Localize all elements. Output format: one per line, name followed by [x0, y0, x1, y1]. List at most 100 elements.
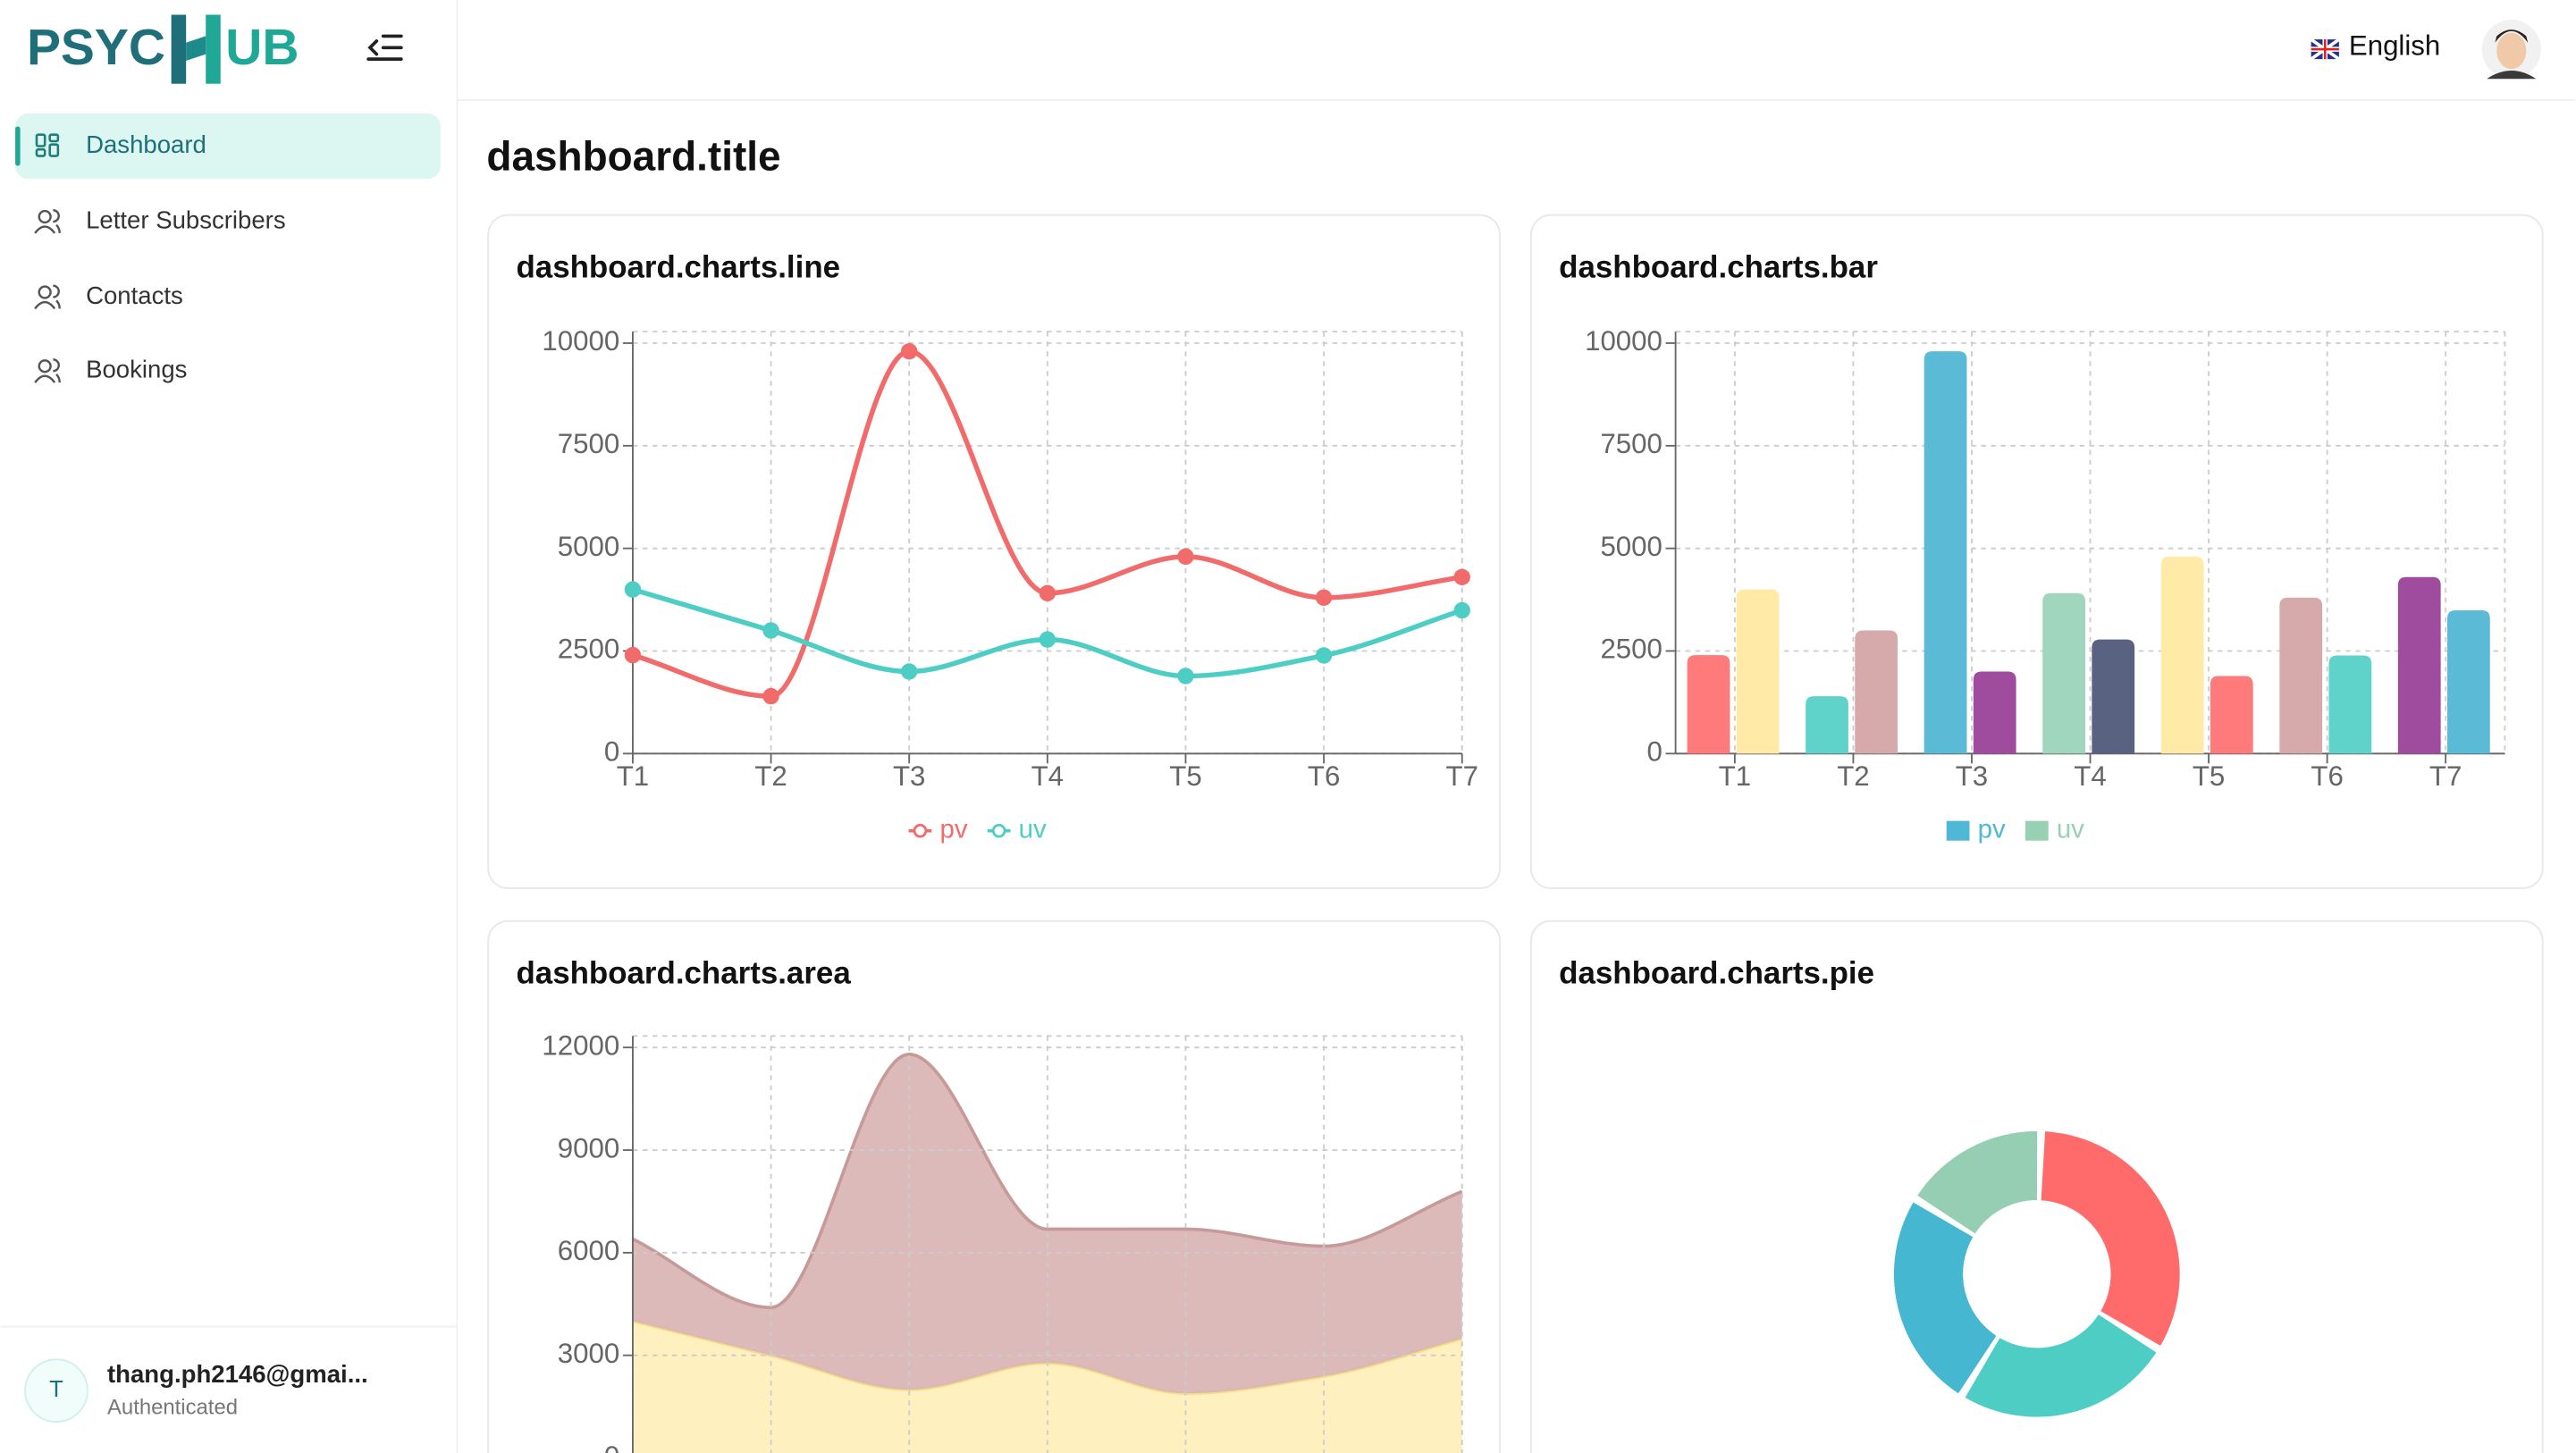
bar — [2397, 576, 2441, 754]
nav-item[interactable]: Contacts — [86, 281, 183, 309]
nav-icon — [35, 133, 60, 157]
line-point — [1177, 548, 1194, 566]
legend-icon — [1946, 820, 1970, 841]
x-tick-label: T7 — [2429, 760, 2462, 792]
logo-text: PSYC — [27, 19, 165, 76]
x-tick-label: T1 — [1719, 760, 1751, 792]
bar — [2042, 592, 2086, 754]
legend-icon — [991, 823, 1006, 838]
icon-part — [34, 225, 56, 234]
card-title: dashboard.charts.bar — [1559, 250, 1878, 285]
line-point — [1453, 568, 1470, 585]
y-tick-label: 9000 — [558, 1132, 619, 1163]
bar — [1687, 655, 1730, 754]
x-tick-label: T3 — [893, 760, 925, 792]
y-tick-label: 5000 — [558, 531, 619, 562]
icon-part — [38, 209, 52, 224]
legend-label[interactable]: pv — [1978, 814, 2006, 844]
icon-part — [38, 359, 52, 374]
line-point — [624, 581, 642, 598]
bar — [2328, 655, 2372, 754]
nav-item[interactable]: Bookings — [86, 356, 187, 383]
bar — [1973, 671, 2016, 754]
area-series — [632, 1054, 1462, 1394]
line-point — [1453, 601, 1470, 619]
user-email: thang.ph2146@gmai... — [107, 1360, 368, 1388]
pie-slice — [1893, 1202, 1997, 1394]
y-tick-label: 2500 — [558, 634, 619, 665]
y-tick-label: 2500 — [1600, 634, 1662, 665]
y-tick-label: 10000 — [1585, 325, 1663, 357]
bar — [2446, 610, 2490, 754]
nav-icon — [34, 358, 61, 383]
line-point — [901, 663, 918, 680]
icon-part — [38, 285, 52, 299]
y-tick-label: 0 — [604, 1440, 619, 1453]
icon-part — [34, 374, 56, 383]
nav-active-bar — [15, 126, 21, 166]
bar — [2160, 556, 2204, 754]
bar — [2279, 597, 2323, 754]
legend-label[interactable]: pv — [939, 814, 967, 844]
y-tick-label: 12000 — [542, 1029, 619, 1061]
flag-icon[interactable] — [2310, 38, 2340, 61]
bar — [1855, 630, 1898, 754]
y-tick-label: 6000 — [558, 1235, 619, 1266]
x-tick-label: T6 — [1308, 760, 1340, 792]
x-tick-label: T6 — [2311, 760, 2343, 792]
nav-item[interactable]: Dashboard — [86, 130, 206, 158]
icon-part — [35, 147, 46, 157]
card-title: dashboard.charts.area — [516, 956, 851, 991]
x-tick-label: T4 — [2074, 760, 2106, 792]
y-tick-label: 0 — [604, 736, 619, 768]
nav-icon — [34, 284, 61, 310]
x-tick-label: T2 — [754, 760, 787, 792]
line-point — [1039, 631, 1056, 648]
legend-label[interactable]: uv — [2057, 814, 2084, 844]
bar — [2210, 676, 2253, 754]
line-point — [901, 342, 918, 360]
y-tick-label: 0 — [1647, 736, 1663, 768]
bar — [2092, 639, 2135, 754]
x-tick-label: T3 — [1956, 760, 1988, 792]
x-tick-label: T4 — [1031, 760, 1064, 792]
y-tick-label: 3000 — [558, 1338, 619, 1369]
pie-slice — [1965, 1314, 2157, 1417]
y-tick-label: 7500 — [1600, 428, 1662, 459]
y-tick-label: 5000 — [1600, 531, 1662, 562]
language-selector[interactable]: English — [2349, 30, 2440, 62]
card — [487, 214, 1501, 889]
logo-text: UB — [225, 19, 299, 76]
line-point — [624, 646, 642, 664]
x-tick-label: T7 — [1446, 760, 1478, 792]
bar — [1924, 351, 1967, 754]
nav-active-bg — [15, 113, 441, 180]
icon-part — [34, 300, 56, 310]
nav-item[interactable]: Letter Subscribers — [86, 206, 286, 233]
line-point — [1315, 589, 1333, 606]
pie-slice — [1917, 1130, 2038, 1234]
user-avatar[interactable] — [2481, 20, 2541, 80]
icon-part — [53, 208, 61, 233]
line-point — [762, 622, 779, 639]
x-tick-label: T2 — [1837, 760, 1869, 792]
icon-part — [35, 133, 46, 147]
logo-mark — [171, 14, 221, 84]
icon-part — [53, 358, 61, 383]
x-tick-label: T1 — [617, 760, 649, 792]
area-series — [632, 1321, 1462, 1453]
pie-slice — [2041, 1131, 2180, 1346]
icon-part — [48, 143, 60, 157]
line-point — [1315, 647, 1333, 664]
bar — [1736, 589, 1780, 754]
collapse-button[interactable] — [366, 34, 403, 61]
icon-part — [48, 133, 60, 143]
line-series — [632, 349, 1463, 699]
y-tick-label: 10000 — [542, 325, 619, 357]
user-status: Authenticated — [107, 1396, 238, 1420]
legend-label[interactable]: uv — [1019, 814, 1047, 844]
line-point — [1039, 584, 1056, 601]
card-title: dashboard.charts.line — [516, 250, 840, 285]
